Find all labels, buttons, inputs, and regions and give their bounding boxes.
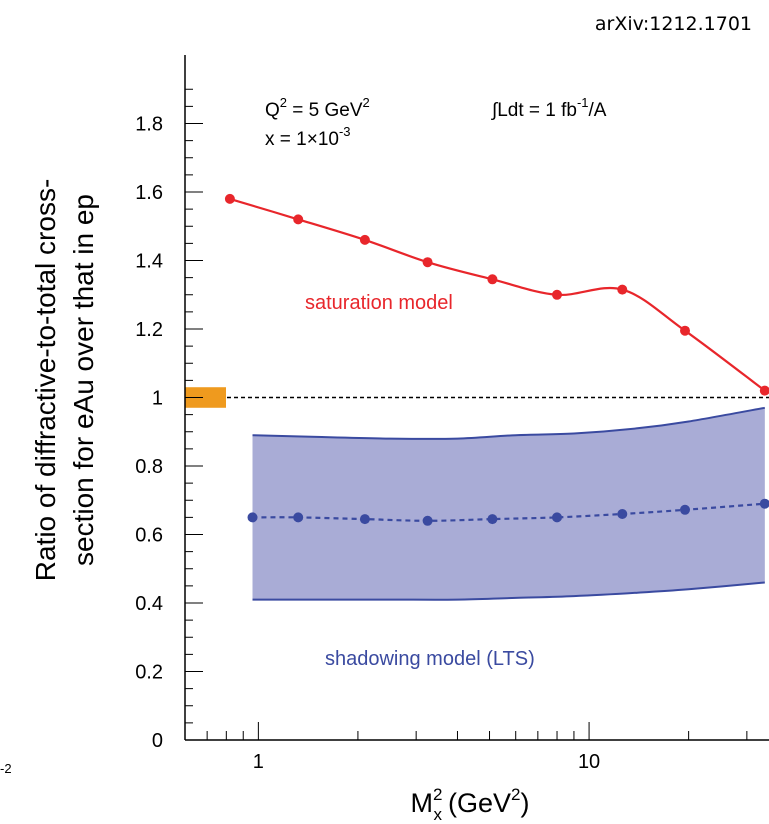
shadowing-point-3 — [422, 515, 433, 526]
saturation-point-2 — [359, 234, 370, 245]
y-tick-label: 0.2 — [135, 662, 163, 684]
y-tick-label: 0.8 — [135, 456, 163, 478]
y-tick-label: 1.8 — [135, 114, 163, 136]
annotation-lumi: ∫Ldt = 1 fb-1/A — [491, 95, 607, 121]
y-axis-label-line1: Ratio of diffractive-to-total cross- — [30, 179, 61, 582]
shadowing-model-label: shadowing model (LTS) — [325, 648, 535, 670]
y-tick-label: 1.4 — [135, 251, 163, 273]
shadowing-point-7 — [680, 504, 690, 515]
x-axis-label-unit-close: ) — [520, 788, 529, 818]
series-layer — [224, 193, 769, 526]
axes: 0 0.2 0.4 0.6 0.8 1 1.2 1.4 1.6 1.8 1 10 — [135, 55, 769, 773]
saturation-model-label: saturation model — [305, 292, 453, 314]
shadowing-band — [252, 406, 765, 601]
y-axis-label-line2: section for eAu over that in ep — [68, 194, 99, 566]
x-axis-label-unit: (GeV — [448, 788, 511, 818]
shadowing-series-line — [252, 502, 765, 522]
x-axis-label-sub: x — [433, 805, 442, 824]
y-tick-label: 1.2 — [135, 319, 163, 341]
shadowing-band-fill — [252, 407, 765, 600]
x-axis-label: M2 x (GeV2) — [411, 785, 530, 824]
shadowing-point-2 — [359, 514, 370, 525]
saturation-point-1 — [293, 214, 304, 225]
y-tick-label: 0 — [152, 730, 163, 752]
left-edge-fragment: -2 — [0, 761, 12, 776]
saturation-point-8 — [759, 385, 769, 396]
shadowing-band-upper-edge — [252, 406, 765, 440]
saturation-point-3 — [422, 257, 433, 268]
x-tick-label: 10 — [578, 751, 600, 773]
x-tick-label: 1 — [253, 751, 264, 773]
y-tick-label: 1 — [152, 388, 163, 410]
y-axis-label: Ratio of diffractive-to-total cross- sec… — [30, 179, 99, 582]
saturation-point-5 — [552, 289, 562, 300]
y-tick-label: 0.6 — [135, 525, 163, 547]
x-axis-label-main: M — [411, 788, 434, 818]
saturation-point-7 — [680, 325, 690, 336]
reference-uncertainty-box — [185, 387, 226, 408]
shadowing-band-lower-edge — [252, 581, 765, 601]
arxiv-id: arXiv:1212.1701 — [595, 13, 752, 35]
shadowing-point-1 — [293, 512, 304, 523]
shadowing-point-5 — [552, 512, 562, 523]
saturation-point-0 — [224, 193, 235, 204]
shadowing-point-6 — [617, 509, 628, 519]
annotation-q2: Q2 = 5 GeV2 — [265, 95, 370, 121]
saturation-point-4 — [487, 274, 498, 285]
x-axis-label-sup: 2 — [433, 785, 442, 804]
x-axis-label-unit-sup: 2 — [511, 785, 520, 804]
y-tick-label: 1.6 — [135, 182, 163, 204]
saturation-point-6 — [617, 284, 628, 295]
shadowing-point-0 — [247, 512, 258, 523]
y-tick-label: 0.4 — [135, 593, 163, 615]
reference-layer — [185, 387, 769, 408]
shadowing-point-8 — [759, 498, 769, 509]
annotation-x: x = 1×10-3 — [265, 124, 351, 150]
shadowing-point-4 — [487, 514, 498, 525]
